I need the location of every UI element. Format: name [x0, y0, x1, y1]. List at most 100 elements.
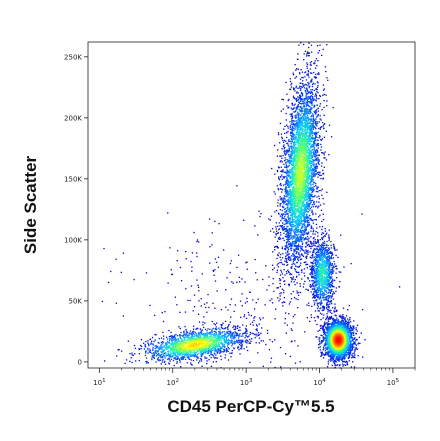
event-dot: [315, 135, 317, 137]
event-dot: [327, 269, 330, 272]
event-dot: [311, 211, 313, 213]
event-dot: [316, 267, 319, 269]
event-dot: [235, 332, 237, 334]
event-dot: [288, 257, 291, 259]
event-dot: [295, 270, 297, 273]
event-dot: [320, 318, 322, 321]
event-dot: [293, 111, 295, 113]
event-dot: [321, 250, 324, 252]
event-dot: [323, 244, 325, 247]
event-dot: [277, 149, 279, 151]
event-dot: [312, 126, 314, 128]
event-dot: [290, 132, 292, 134]
event-dot: [293, 230, 295, 233]
event-dot: [280, 199, 283, 201]
event-dot: [158, 337, 160, 340]
event-dot: [356, 330, 358, 332]
event-dot: [220, 346, 222, 348]
event-dot: [162, 346, 164, 349]
event-dot: [311, 305, 313, 308]
event-dot: [242, 333, 244, 335]
event-dot: [328, 346, 330, 348]
event-dot: [292, 260, 294, 263]
event-dot: [307, 224, 309, 227]
event-dot: [295, 109, 297, 111]
event-dot: [151, 340, 153, 343]
event-dot: [288, 172, 290, 174]
event-dot: [296, 261, 298, 264]
event-dot: [292, 223, 294, 226]
event-dot: [313, 111, 315, 113]
event-dot: [304, 251, 306, 254]
event-dot: [302, 108, 304, 110]
event-dot: [230, 337, 232, 339]
event-dot: [350, 335, 352, 337]
event-dot: [244, 302, 247, 304]
event-dot: [306, 211, 308, 213]
event-dot: [316, 154, 318, 157]
event-dot: [244, 331, 246, 334]
event-dot: [315, 88, 317, 91]
event-dot: [287, 180, 290, 182]
event-dot: [329, 295, 332, 297]
event-dot: [242, 341, 244, 343]
event-dot: [319, 95, 322, 97]
event-dot: [306, 103, 309, 105]
event-dot: [303, 272, 305, 274]
event-dot: [227, 359, 230, 361]
event-dot: [322, 327, 324, 329]
event-dot: [317, 268, 319, 270]
event-dot: [285, 258, 288, 260]
event-dot: [284, 245, 287, 247]
event-dot: [319, 172, 321, 174]
event-dot: [311, 276, 313, 279]
event-dot: [160, 359, 162, 361]
event-dot: [352, 361, 354, 363]
event-dot: [320, 209, 323, 212]
event-dot: [154, 314, 156, 317]
event-dot: [307, 289, 309, 291]
event-dot: [318, 339, 320, 341]
event-dot: [284, 322, 286, 324]
event-dot: [197, 357, 199, 359]
event-dot: [350, 336, 352, 338]
event-dot: [287, 127, 289, 129]
event-dot: [291, 225, 293, 228]
event-dot: [314, 233, 316, 235]
event-dot: [310, 120, 312, 122]
event-dot: [214, 349, 216, 352]
event-dot: [320, 353, 323, 355]
event-dot: [314, 265, 316, 267]
event-dot: [324, 247, 327, 249]
event-dot: [286, 149, 288, 151]
event-dot: [281, 226, 283, 228]
event-dot: [291, 121, 293, 123]
event-dot: [312, 183, 314, 185]
event-dot: [306, 98, 308, 100]
event-dot: [352, 343, 354, 346]
event-dot: [288, 210, 290, 213]
event-dot: [282, 141, 285, 143]
event-dot: [160, 348, 162, 350]
event-dot: [315, 278, 318, 280]
event-dot: [286, 124, 288, 126]
event-dot: [333, 319, 336, 322]
event-dot: [277, 205, 279, 207]
event-dot: [303, 215, 305, 217]
event-dot: [315, 254, 318, 256]
event-dot: [234, 328, 236, 331]
event-dot: [226, 345, 229, 347]
event-dot: [289, 88, 291, 90]
event-dot: [315, 259, 317, 261]
event-dot: [346, 323, 348, 325]
event-dot: [315, 213, 317, 215]
event-dot: [203, 333, 205, 335]
event-dot: [302, 103, 305, 105]
event-dot: [314, 111, 316, 114]
event-dot: [349, 342, 352, 345]
event-dot: [312, 119, 315, 121]
event-dot: [246, 342, 248, 344]
event-dot: [332, 356, 334, 359]
event-dot: [312, 127, 315, 129]
event-dot: [328, 236, 330, 239]
